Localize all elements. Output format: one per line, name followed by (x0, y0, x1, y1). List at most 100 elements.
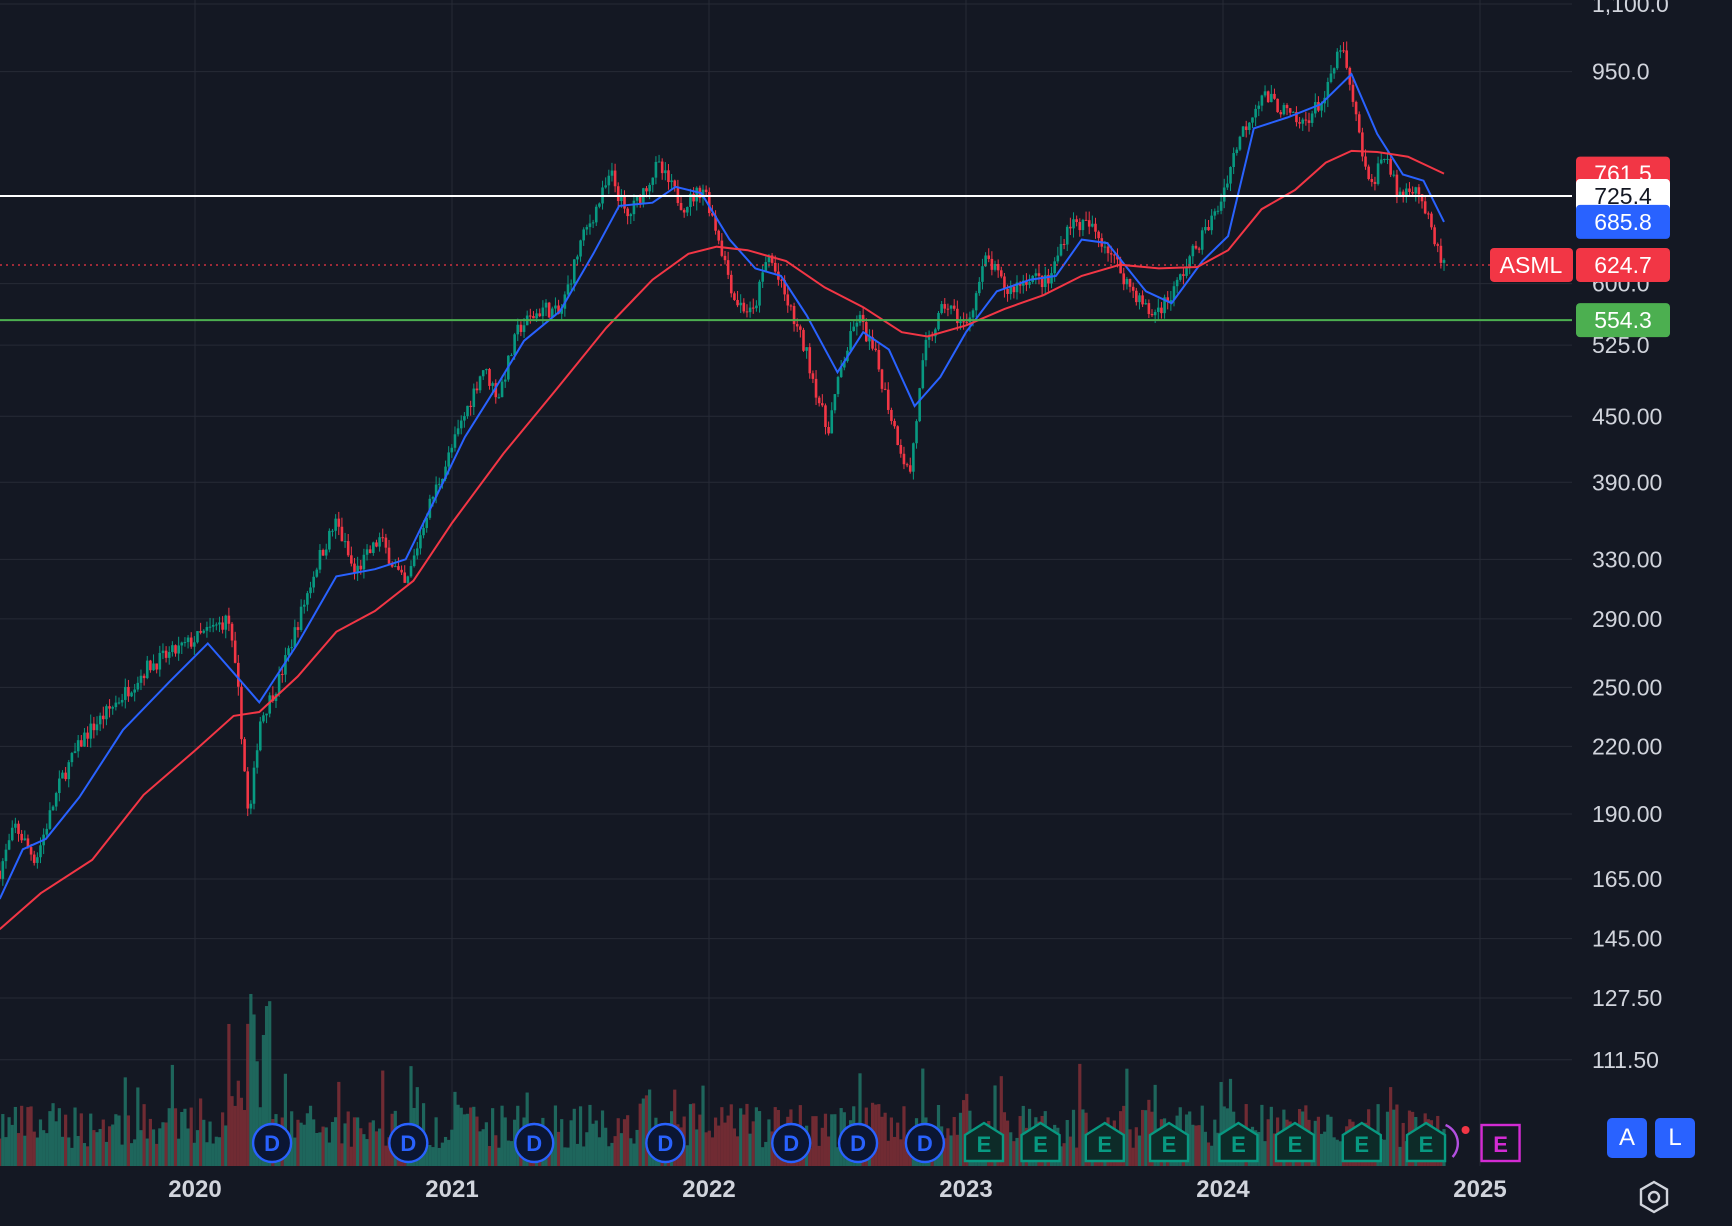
earnings-event-icon[interactable]: E (1148, 1121, 1190, 1163)
candle-body (557, 305, 560, 314)
candle-body (174, 645, 177, 654)
candle-body (946, 308, 950, 310)
dividend-event-icon[interactable]: D (645, 1122, 686, 1164)
candle-body (321, 549, 325, 556)
earnings-event-icon[interactable]: E (1218, 1121, 1259, 1163)
candle-body (742, 302, 746, 312)
candle-body (1232, 153, 1235, 168)
candle-body (1342, 50, 1345, 52)
dividend-event-icon[interactable]: D (514, 1122, 555, 1164)
volume-bar (450, 1129, 454, 1166)
candle-body (1078, 222, 1082, 231)
candle-body (331, 530, 334, 532)
candle-body (23, 838, 27, 841)
candle-body (1034, 273, 1038, 276)
dividend-event-icon[interactable]: D (837, 1122, 879, 1164)
candle-body (456, 428, 460, 435)
candle-body (240, 686, 243, 740)
volume-bar (720, 1107, 724, 1166)
earnings-event-icon[interactable]: E (1020, 1121, 1061, 1163)
y-tick-label: 390.00 (1592, 469, 1662, 495)
volume-bar (1197, 1125, 1201, 1166)
time-axis[interactable]: 2020 2021 2022 2023 2024 2025 (168, 1176, 1506, 1203)
y-tick-label: 127.50 (1592, 985, 1662, 1011)
y-tick-label: 165.00 (1592, 866, 1662, 892)
volume-bar (629, 1138, 633, 1166)
log-scale-button[interactable]: L (1655, 1118, 1695, 1158)
volume-bar (368, 1122, 372, 1166)
candle-body (817, 397, 821, 404)
candle-body (1326, 81, 1330, 98)
volume-bar (327, 1142, 331, 1166)
dividend-event-icon[interactable]: D (251, 1122, 293, 1164)
earnings-event-icon[interactable]: E (1341, 1121, 1382, 1163)
candle-body (1304, 119, 1308, 121)
volume-bar (151, 1129, 156, 1166)
volume-bar (192, 1142, 196, 1166)
volume-bar (622, 1119, 627, 1166)
volume-bar (691, 1103, 696, 1166)
volume-bar (120, 1144, 124, 1166)
candle-body (89, 723, 93, 739)
dividend-event-icon[interactable]: D (771, 1122, 812, 1164)
earnings-event-icon[interactable]: E (1405, 1121, 1447, 1163)
volume-bar (1319, 1133, 1324, 1166)
candle-body (843, 361, 846, 368)
candle-body (1401, 191, 1405, 197)
candle-body (1103, 246, 1107, 248)
earnings-marker (1084, 1121, 1125, 1163)
candle-body (761, 272, 764, 282)
candle-body (328, 530, 331, 550)
earnings-event-icon[interactable]: E (963, 1121, 1005, 1163)
volume-bar (1065, 1119, 1069, 1166)
volume-bar (208, 1121, 212, 1166)
volume-bar (111, 1124, 115, 1166)
candle-body (908, 465, 912, 472)
upcoming-earnings-event-icon[interactable]: E (1445, 1123, 1521, 1163)
candle-body (1417, 187, 1421, 195)
volume-bar (1329, 1116, 1333, 1166)
candle-body (500, 381, 504, 398)
candle-body (764, 262, 768, 273)
dividend-event-icon[interactable]: D (388, 1122, 429, 1164)
candle-body (215, 624, 218, 626)
candle-body (1244, 126, 1248, 130)
candle-body (199, 631, 202, 633)
candle-body (296, 627, 300, 630)
candle-body (802, 329, 805, 351)
volume-bar (823, 1113, 828, 1166)
volume-bar (356, 1117, 360, 1166)
candle-body (1125, 278, 1129, 285)
gear-icon[interactable] (1637, 1180, 1671, 1214)
candle-body (554, 305, 557, 309)
candle-body (1282, 105, 1286, 115)
volume-bar (588, 1104, 592, 1166)
candle-body (26, 838, 30, 848)
earnings-event-icon[interactable]: E (1084, 1121, 1125, 1163)
volume-bar (129, 1143, 134, 1166)
candle-body (98, 715, 102, 725)
candle-body (243, 739, 246, 772)
dividend-event-icon[interactable]: D (904, 1122, 946, 1164)
volume-bar (648, 1089, 652, 1166)
candle-body (1204, 227, 1207, 231)
volume-bar (1395, 1104, 1399, 1166)
auto-scale-button[interactable]: A (1607, 1118, 1647, 1158)
price-tag-label: 725.4 (1594, 183, 1652, 209)
candle-body (365, 549, 369, 555)
candle-body (177, 645, 180, 654)
candle-body (1028, 282, 1031, 285)
volume-bar (1015, 1137, 1019, 1166)
candle-body (309, 587, 312, 594)
candle-body (805, 347, 808, 351)
volume-bar (180, 1111, 184, 1166)
volume-bar (836, 1147, 840, 1166)
candle-body (827, 426, 830, 434)
candle-body (1310, 113, 1314, 123)
volume-bar (1266, 1119, 1270, 1166)
horizontal-lines[interactable] (0, 195, 1572, 322)
earnings-event-icon[interactable]: E (1274, 1121, 1316, 1163)
volume-bar (136, 1087, 140, 1166)
candle-body (1188, 256, 1191, 268)
